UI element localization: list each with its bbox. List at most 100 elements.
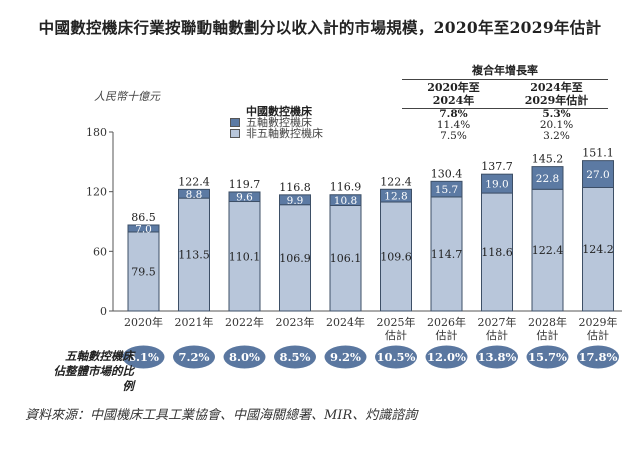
x-tick-label: 2022年 (225, 315, 264, 329)
data-label-five-axis: 9.9 (287, 195, 304, 207)
data-label-non-five-axis: 110.1 (229, 250, 261, 263)
x-tick-label: 2029年 (579, 315, 618, 329)
cagr-table: 複合年增長率 2020年至 2024年 2024年至 2029年估計 7.8% 5.… (402, 62, 608, 142)
data-label-non-five-axis: 79.5 (131, 265, 156, 278)
y-tick-label: 180 (86, 126, 107, 139)
data-label-non-five-axis: 106.1 (330, 252, 362, 265)
bar-non-five-axis (279, 204, 311, 312)
data-label-five-axis: 22.8 (536, 173, 559, 185)
ratio-value: 10.5% (377, 350, 416, 364)
x-tick-label: 2020年 (124, 315, 163, 329)
data-label-non-five-axis: 106.9 (279, 252, 311, 265)
data-label-total: 116.8 (279, 181, 311, 194)
x-tick-label: 估計 (537, 328, 559, 342)
y-axis-unit-label: 人民幣十億元 (94, 90, 160, 103)
bar-five-axis (481, 173, 513, 194)
bar-five-axis (329, 194, 362, 206)
data-label-total: 145.2 (532, 153, 564, 166)
ratio-ellipse (324, 345, 367, 369)
bar-five-axis (279, 194, 311, 206)
bar-non-five-axis (178, 197, 210, 312)
ratio-ellipse (122, 345, 165, 369)
ratio-ellipse (526, 345, 569, 369)
data-label-non-five-axis: 118.6 (481, 246, 513, 259)
ratio-ellipse (476, 345, 518, 369)
bar-five-axis (430, 180, 463, 198)
legend-item-five-axis: 五軸數控機床 (230, 117, 323, 128)
x-tick-label: 2026年 (427, 315, 466, 329)
ratio-value: 15.7% (528, 350, 567, 364)
ratio-value: 13.8% (478, 350, 517, 364)
data-label-five-axis: 9.6 (236, 192, 253, 204)
ratio-label-line-2: 佔整體市場的比例 (53, 364, 135, 393)
bar-five-axis (531, 166, 564, 190)
ratio-value: 9.2% (330, 350, 361, 364)
ratio-value: 17.8% (579, 350, 618, 364)
legend-label: 五軸數控機床 (246, 116, 312, 129)
data-label-non-five-axis: 122.4 (532, 244, 564, 257)
data-label-non-five-axis: 109.6 (380, 251, 412, 264)
data-label-five-axis: 19.0 (485, 179, 508, 191)
data-label-five-axis: 7.0 (135, 223, 152, 235)
bar-non-five-axis (329, 204, 362, 312)
cagr-col-2: 2024年至 2029年估計 (505, 80, 608, 108)
data-label-non-five-axis: 113.5 (178, 249, 210, 262)
data-label-total: 119.7 (229, 178, 261, 191)
chart-title: 中國數控機床行業按聯動軸數劃分以收入計的市場規模，2020年至2029年估計 (38, 18, 602, 37)
cagr-col-2-line-1: 2024年至 (530, 81, 583, 94)
cagr-value: 7.8% (439, 108, 468, 120)
x-tick-label: 估計 (587, 328, 609, 342)
data-label-five-axis: 15.7 (435, 184, 458, 196)
y-tick-label: 60 (93, 245, 107, 258)
y-tick-label: 120 (86, 186, 107, 199)
x-tick-label: 2023年 (276, 315, 315, 329)
x-tick-label: 估計 (486, 328, 508, 342)
ratio-ellipse (173, 345, 215, 369)
cagr-columns: 2020年至 2024年 2024年至 2029年估計 (402, 80, 608, 109)
ratio-ellipse (425, 345, 468, 369)
data-label-non-five-axis: 114.7 (431, 248, 463, 261)
bar-five-axis (582, 160, 614, 188)
ratio-row-label: 五軸數控機床 佔整體市場的比例 (52, 349, 135, 394)
ratio-value: 8.1% (128, 350, 159, 364)
data-label-five-axis: 8.8 (186, 189, 203, 201)
cagr-col-1-line-1: 2020年至 (427, 81, 480, 94)
cagr-value: 3.2% (543, 130, 570, 142)
bar-non-five-axis (380, 201, 412, 312)
ratio-value: 7.2% (179, 350, 210, 364)
cagr-header: 複合年增長率 (402, 62, 608, 80)
ratio-value: 12.0% (427, 350, 466, 364)
data-label-five-axis: 10.8 (334, 195, 357, 207)
bar-non-five-axis (430, 196, 463, 312)
ratio-value: 8.0% (229, 350, 260, 364)
x-tick-label: 估計 (385, 328, 407, 342)
x-tick-label: 2024年 (326, 315, 365, 329)
cagr-value: 20.1% (539, 119, 574, 131)
legend-label: 非五軸數控機床 (246, 127, 323, 140)
cagr-col-2-line-2: 2029年估計 (524, 94, 589, 107)
legend: 中國數控機床 五軸數控機床 非五軸數控機床 (230, 106, 323, 139)
ratio-value: 8.5% (280, 350, 311, 364)
cagr-row-five-axis: 11.4% 20.1% (402, 120, 608, 131)
ratio-ellipse (577, 345, 619, 369)
cagr-row-non-five-axis: 7.5% 3.2% (402, 131, 608, 142)
ratio-ellipse (274, 345, 316, 369)
cagr-col-1: 2020年至 2024年 (402, 80, 505, 108)
y-tick-label: 0 (100, 305, 107, 318)
bar-five-axis (178, 188, 210, 199)
cagr-value: 7.5% (440, 130, 467, 142)
cagr-row-total: 7.8% 5.3% (402, 109, 608, 120)
data-label-total: 122.4 (380, 175, 412, 188)
data-label-five-axis: 12.8 (384, 191, 407, 203)
legend-title: 中國數控機床 (246, 105, 312, 118)
x-tick-label: 估計 (436, 328, 458, 342)
bar-non-five-axis (127, 231, 160, 312)
data-label-total: 122.4 (178, 175, 210, 188)
data-label-five-axis: 27.0 (586, 169, 609, 181)
bar-five-axis (127, 224, 160, 233)
ratio-ellipse (375, 345, 417, 369)
bar-non-five-axis (228, 201, 261, 312)
data-label-total: 151.1 (582, 147, 614, 160)
ratio-ellipse (223, 345, 266, 369)
source-note: 資料來源：中國機床工具工業協會、中國海關總署、MIR、灼識諮詢 (25, 408, 418, 423)
